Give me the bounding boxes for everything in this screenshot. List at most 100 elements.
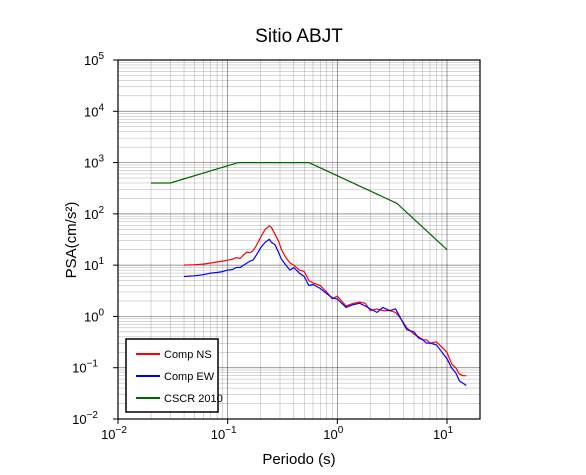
data-point xyxy=(382,310,383,311)
data-point xyxy=(353,303,354,304)
data-point xyxy=(462,375,463,376)
data-point xyxy=(459,380,460,381)
data-point xyxy=(289,262,290,263)
series-line-cscr-2010 xyxy=(151,162,448,251)
y-tick-label: 105 xyxy=(84,51,104,68)
data-point xyxy=(274,244,275,245)
grid xyxy=(118,60,480,419)
data-point xyxy=(413,334,414,335)
y-tick-label: 103 xyxy=(84,154,104,171)
data-point xyxy=(278,240,279,241)
data-point xyxy=(370,310,371,311)
data-point xyxy=(459,374,460,375)
data-point xyxy=(304,276,305,277)
data-point xyxy=(265,242,266,243)
legend-label: Comp EW xyxy=(164,371,215,383)
data-point xyxy=(293,265,294,266)
data-point xyxy=(308,280,309,281)
data-point xyxy=(413,331,414,332)
legend: Comp NS Comp EW CSCR 2010 xyxy=(125,338,223,413)
y-tick-label: 100 xyxy=(84,307,104,324)
data-point xyxy=(376,312,377,313)
data-point xyxy=(382,307,383,308)
data-point xyxy=(194,264,195,265)
data-point xyxy=(252,260,253,261)
data-point xyxy=(299,270,300,271)
data-point xyxy=(389,310,390,311)
data-point xyxy=(210,262,211,263)
tick-labels: 10−2 10−1 100 101 10−2 10−1 100 101 102 103 104 105 xyxy=(72,51,453,442)
data-point xyxy=(246,262,247,263)
data-point xyxy=(232,259,233,260)
data-point xyxy=(308,162,309,163)
data-point xyxy=(258,242,259,243)
data-point xyxy=(337,298,338,299)
data-point xyxy=(183,265,184,266)
data-point xyxy=(170,182,171,183)
data-point xyxy=(451,367,452,368)
data-point xyxy=(293,267,294,268)
data-point xyxy=(285,265,286,266)
data-point xyxy=(370,308,371,309)
data-point xyxy=(455,367,456,368)
data-point xyxy=(418,337,419,338)
y-tick-label: 10−2 xyxy=(72,410,98,427)
data-point xyxy=(203,274,204,275)
data-point xyxy=(255,256,256,257)
data-point xyxy=(320,288,321,289)
data-point xyxy=(249,252,250,253)
data-point xyxy=(271,227,272,228)
data-point xyxy=(359,303,360,304)
data-point xyxy=(203,263,204,264)
data-point xyxy=(216,261,217,262)
data-point xyxy=(466,385,467,386)
data-point xyxy=(426,339,427,340)
data-point xyxy=(194,275,195,276)
data-point xyxy=(243,265,244,266)
data-point xyxy=(353,304,354,305)
data-point xyxy=(274,234,275,235)
data-point xyxy=(446,352,447,353)
data-point xyxy=(227,270,228,271)
data-point xyxy=(441,347,442,348)
x-tick-label: 101 xyxy=(433,425,453,442)
data-point xyxy=(260,247,261,248)
data-point xyxy=(395,312,396,313)
data-point xyxy=(240,258,241,259)
data-point xyxy=(222,271,223,272)
data-point xyxy=(436,341,437,342)
series-line-comp-ns xyxy=(183,225,467,377)
data-point xyxy=(308,285,309,286)
data-point xyxy=(345,307,346,308)
data-point xyxy=(232,269,233,270)
data-point xyxy=(446,249,447,250)
data-point xyxy=(271,242,272,243)
data-point xyxy=(455,372,456,373)
data-point xyxy=(406,329,407,330)
data-point xyxy=(326,293,327,294)
data-point xyxy=(243,254,244,255)
y-tick-label: 101 xyxy=(84,256,104,273)
y-tick-label: 102 xyxy=(84,205,104,222)
data-point xyxy=(183,276,184,277)
data-point xyxy=(236,257,237,258)
data-point xyxy=(240,267,241,268)
data-point xyxy=(429,343,430,344)
data-point xyxy=(376,308,377,309)
chart-title: Sitio ABJT xyxy=(255,26,343,47)
data-point xyxy=(278,251,279,252)
x-tick-label: 10−1 xyxy=(211,425,237,442)
data-point xyxy=(150,182,151,183)
data-point xyxy=(426,343,427,344)
data-point xyxy=(359,302,360,303)
data-point xyxy=(422,339,423,340)
data-point xyxy=(365,305,366,306)
data-point xyxy=(260,237,261,238)
data-point xyxy=(269,239,270,240)
data-point xyxy=(446,358,447,359)
data-point xyxy=(258,251,259,252)
data-point xyxy=(400,318,401,319)
data-point xyxy=(269,225,270,226)
legend-label: CSCR 2010 xyxy=(164,393,223,405)
